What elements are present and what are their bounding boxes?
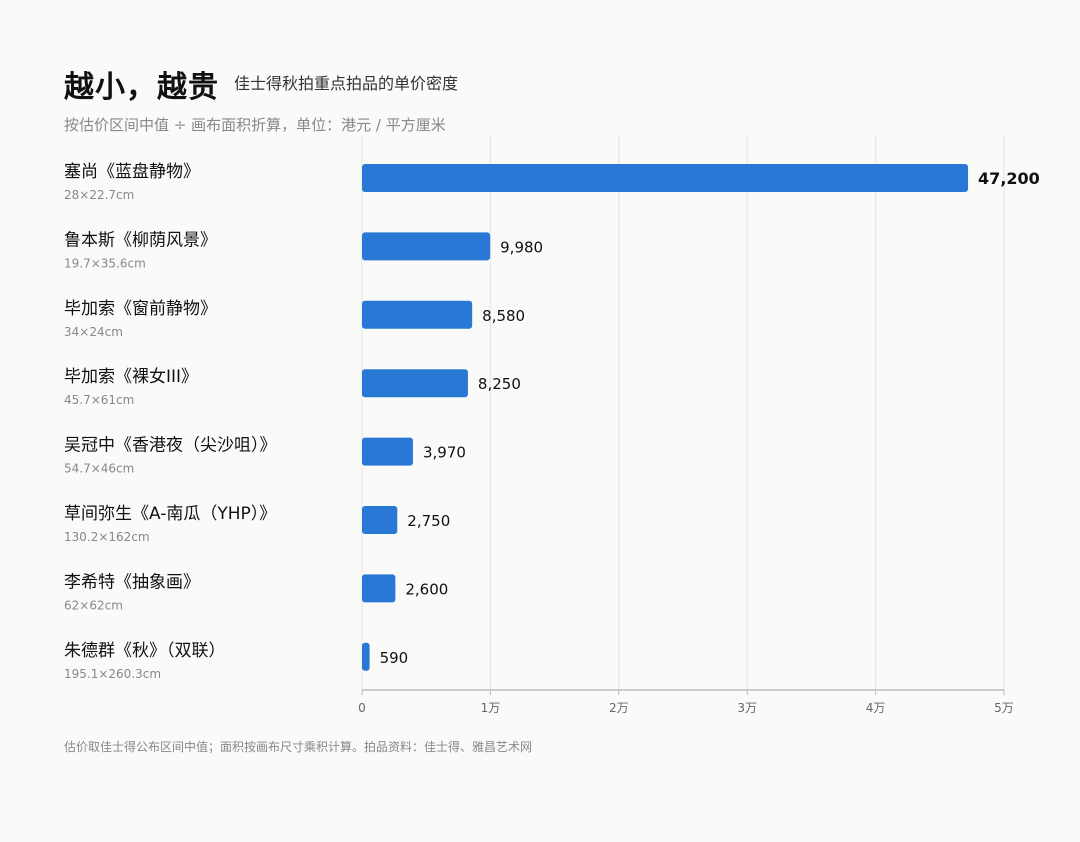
category-size-label: 45.7×61cm bbox=[64, 393, 134, 407]
footnote: 估价取佳士得公布区间中值；面积按画布尺寸乘积计算。拍品资料：佳士得、雅昌艺术网 bbox=[64, 740, 533, 754]
x-tick-label: 5万 bbox=[994, 701, 1014, 715]
category-size-label: 54.7×46cm bbox=[64, 462, 134, 476]
category-label: 朱德群《秋》（双联） bbox=[64, 641, 226, 661]
chart-title: 越小，越贵 bbox=[64, 70, 219, 105]
x-tick-label: 3万 bbox=[737, 701, 757, 715]
category-label: 李希特《抽象画》 bbox=[64, 572, 200, 592]
bar bbox=[362, 164, 969, 192]
bar bbox=[362, 300, 473, 329]
chart-subtitle: 佳士得秋拍重点拍品的单价密度 bbox=[234, 74, 459, 93]
bar bbox=[362, 369, 468, 398]
category-size-label: 62×62cm bbox=[64, 598, 123, 612]
bar bbox=[362, 506, 398, 534]
bar bbox=[362, 232, 491, 261]
value-label: 8,250 bbox=[478, 375, 521, 393]
category-label: 吴冠中《香港夜（尖沙咀）》 bbox=[64, 436, 277, 456]
x-tick-label: 1万 bbox=[481, 701, 501, 715]
bar bbox=[362, 574, 396, 603]
value-label: 47,200 bbox=[978, 169, 1040, 188]
category-size-label: 195.1×260.3cm bbox=[64, 667, 161, 681]
category-size-label: 130.2×162cm bbox=[64, 530, 150, 544]
value-label: 590 bbox=[380, 649, 409, 667]
category-size-label: 28×22.7cm bbox=[64, 188, 134, 202]
category-label: 塞尚《蓝盘静物》 bbox=[64, 162, 200, 182]
bar bbox=[362, 437, 413, 466]
value-label: 2,750 bbox=[407, 512, 450, 530]
category-label: 毕加索《窗前静物》 bbox=[64, 299, 217, 319]
value-label: 3,970 bbox=[423, 444, 466, 462]
category-label: 毕加索《裸女III》 bbox=[64, 367, 198, 387]
category-size-label: 19.7×35.6cm bbox=[64, 256, 146, 270]
value-label: 8,580 bbox=[482, 307, 525, 325]
category-label: 鲁本斯《柳荫风景》 bbox=[64, 230, 217, 250]
x-tick-label: 0 bbox=[358, 701, 366, 715]
category-size-label: 34×24cm bbox=[64, 325, 123, 339]
value-label: 2,600 bbox=[405, 580, 448, 598]
x-tick-label: 2万 bbox=[609, 701, 629, 715]
value-label: 9,980 bbox=[500, 238, 543, 256]
x-tick-label: 4万 bbox=[866, 701, 886, 715]
chart-description: 按估价区间中值 ÷ 画布面积折算，单位：港元 / 平方厘米 bbox=[64, 116, 446, 134]
category-label: 草间弥生《A-南瓜（YHP）》 bbox=[64, 504, 276, 524]
bar bbox=[362, 642, 370, 671]
